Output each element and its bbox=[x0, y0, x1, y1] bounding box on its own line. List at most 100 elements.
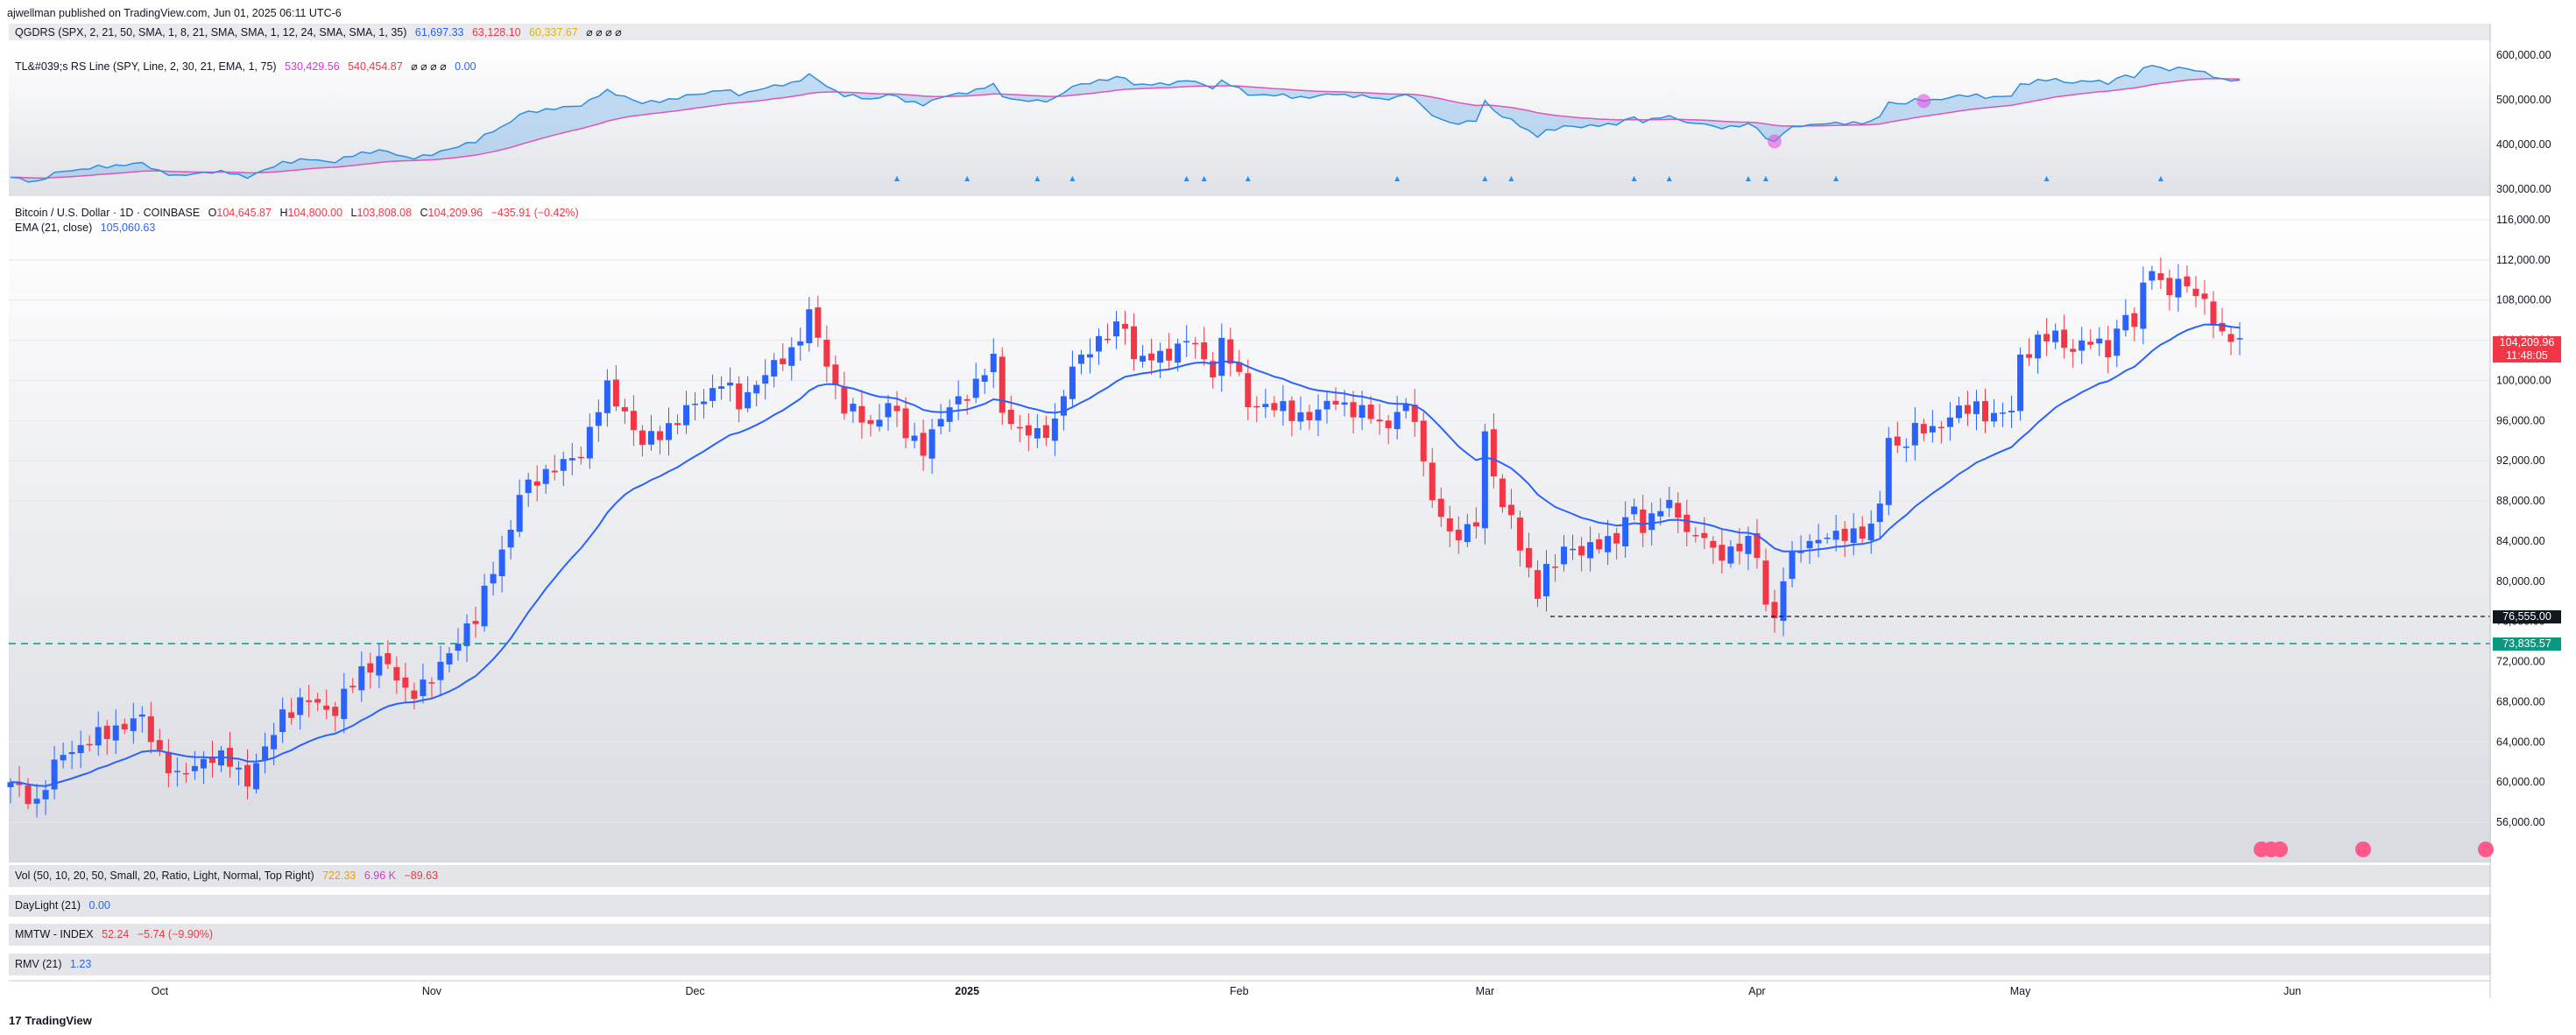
candle-body bbox=[1991, 412, 1998, 422]
time-axis[interactable]: Oct Nov Dec 2025 Feb Mar Apr May Jun bbox=[152, 985, 2302, 997]
daylight-title: DayLight (21) bbox=[15, 899, 81, 912]
rs-value-3: 0.00 bbox=[455, 60, 476, 73]
rs-line-plot bbox=[10, 65, 2241, 183]
candle-body bbox=[1131, 326, 1138, 360]
qgdrs-value-2: 63,128.10 bbox=[471, 26, 521, 39]
candle-body bbox=[928, 429, 935, 459]
candle-body bbox=[1754, 532, 1761, 559]
daylight-legend[interactable]: DayLight (21) 0.00 bbox=[15, 899, 116, 912]
candle-body bbox=[1578, 546, 1585, 556]
candle-body bbox=[1631, 506, 1638, 515]
rs-highlight-dot bbox=[1768, 134, 1782, 149]
rmv-legend[interactable]: RMV (21) 1.23 bbox=[15, 958, 96, 970]
candle-body bbox=[1683, 514, 1690, 532]
candle-body bbox=[1069, 366, 1076, 399]
candle-body bbox=[666, 423, 672, 440]
qgdrs-legend[interactable]: QGDRS (SPX, 2, 21, 50, SMA, 1, 8, 21, SM… bbox=[15, 25, 627, 39]
l-label: L bbox=[350, 207, 357, 219]
candle-body bbox=[1280, 401, 1287, 412]
candle-body bbox=[411, 690, 418, 700]
candle-body bbox=[1429, 462, 1436, 501]
tradingview-logo[interactable]: 17 TradingView bbox=[9, 1014, 92, 1027]
candle-body bbox=[1499, 478, 1506, 508]
candle-body bbox=[2043, 334, 2050, 341]
candle-body bbox=[1192, 342, 1199, 345]
rs-highlight-dot bbox=[1916, 94, 1931, 109]
candle-body bbox=[823, 339, 830, 367]
mmtw-legend[interactable]: MMTW - INDEX 52.24 −5.74 (−9.90%) bbox=[15, 928, 218, 940]
candle-body bbox=[437, 661, 444, 680]
candle-body bbox=[1227, 339, 1234, 364]
price-tick-label: 80,000.00 bbox=[2496, 575, 2545, 588]
last-price: 104,209.96 bbox=[2499, 336, 2555, 349]
candle-body bbox=[1640, 509, 1647, 533]
candle-body bbox=[1323, 400, 1330, 410]
candle-body bbox=[77, 744, 84, 754]
ema-label: EMA (21, close) bbox=[15, 222, 93, 234]
candle-body bbox=[1543, 564, 1549, 596]
candle-body bbox=[2026, 354, 2033, 358]
candle-body bbox=[586, 426, 593, 459]
rs-legend[interactable]: TL&#039;s RS Line (SPY, Line, 2, 30, 21,… bbox=[15, 60, 482, 73]
change-value: −435.91 (−0.42%) bbox=[490, 207, 579, 219]
flag-icons[interactable] bbox=[2254, 841, 2494, 857]
candle-body bbox=[867, 419, 874, 425]
candle-body bbox=[788, 347, 795, 366]
candle-body bbox=[1446, 518, 1453, 532]
mmtw-change: −5.74 (−9.90%) bbox=[137, 928, 213, 940]
vol-legend[interactable]: Vol (50, 10, 20, 50, Small, 20, Ratio, L… bbox=[15, 870, 443, 882]
candle-body bbox=[2210, 301, 2217, 326]
candle-body bbox=[279, 709, 286, 733]
candle-body bbox=[1464, 524, 1471, 542]
candle-body bbox=[736, 383, 743, 410]
candle-body bbox=[771, 360, 778, 377]
candle-body bbox=[147, 716, 154, 743]
rs-marker-triangle bbox=[2043, 176, 2050, 181]
vol-value-3: −89.63 bbox=[404, 870, 439, 882]
candle-body bbox=[2061, 329, 2068, 349]
candle-body bbox=[1201, 342, 1208, 360]
candle-body bbox=[271, 735, 278, 750]
candle-body bbox=[762, 375, 769, 384]
candle-body bbox=[2008, 411, 2015, 412]
candle-body bbox=[1841, 528, 1848, 541]
candle-body bbox=[1350, 402, 1357, 418]
price-tick-label: 72,000.00 bbox=[2496, 656, 2545, 668]
candle-body bbox=[1955, 405, 1962, 419]
candle-body bbox=[1692, 535, 1699, 537]
price-axis[interactable]: 56,000.00 60,000.00 64,000.00 68,000.00 72,0… bbox=[2496, 214, 2551, 828]
candle-body bbox=[525, 479, 532, 494]
candle-body bbox=[692, 404, 699, 405]
price-tick-label: 88,000.00 bbox=[2496, 495, 2545, 507]
candle-body bbox=[481, 585, 488, 627]
ema-legend[interactable]: EMA (21, close) 105,060.63 bbox=[15, 222, 160, 234]
rs-marker-triangle bbox=[1631, 176, 1637, 181]
candle-body bbox=[236, 767, 243, 770]
candle-body bbox=[103, 725, 110, 740]
candle-body bbox=[1402, 403, 1409, 412]
candle-body bbox=[1675, 503, 1682, 518]
candle-body bbox=[1832, 531, 1839, 540]
candle-body bbox=[1929, 426, 1936, 433]
candle-body bbox=[1175, 343, 1182, 363]
candle-body bbox=[1613, 532, 1620, 544]
grid bbox=[9, 219, 2490, 823]
candle-body bbox=[1148, 353, 1155, 361]
candle-body bbox=[674, 423, 681, 426]
candle-body bbox=[376, 656, 383, 676]
rs-line-pane bbox=[9, 51, 2491, 196]
vol-title: Vol (50, 10, 20, 50, Small, 20, Ratio, L… bbox=[15, 870, 314, 882]
main-legend[interactable]: Bitcoin / U.S. Dollar · 1D · COINBASE O1… bbox=[15, 207, 584, 219]
candle-body bbox=[639, 430, 646, 446]
candle-body bbox=[1481, 431, 1488, 529]
candle-body bbox=[1394, 412, 1401, 430]
candle-body bbox=[2052, 330, 2059, 342]
candle-body bbox=[60, 755, 67, 761]
candle-body bbox=[937, 419, 944, 426]
candle-body bbox=[1166, 349, 1173, 361]
price-tick-label: 56,000.00 bbox=[2496, 816, 2545, 828]
candle-body bbox=[893, 405, 900, 412]
vol-value-1: 722.33 bbox=[322, 870, 356, 882]
rs-marker-triangle bbox=[1745, 176, 1751, 181]
